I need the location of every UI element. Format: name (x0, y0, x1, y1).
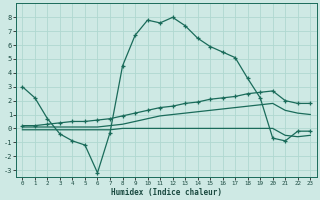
X-axis label: Humidex (Indice chaleur): Humidex (Indice chaleur) (111, 188, 222, 197)
